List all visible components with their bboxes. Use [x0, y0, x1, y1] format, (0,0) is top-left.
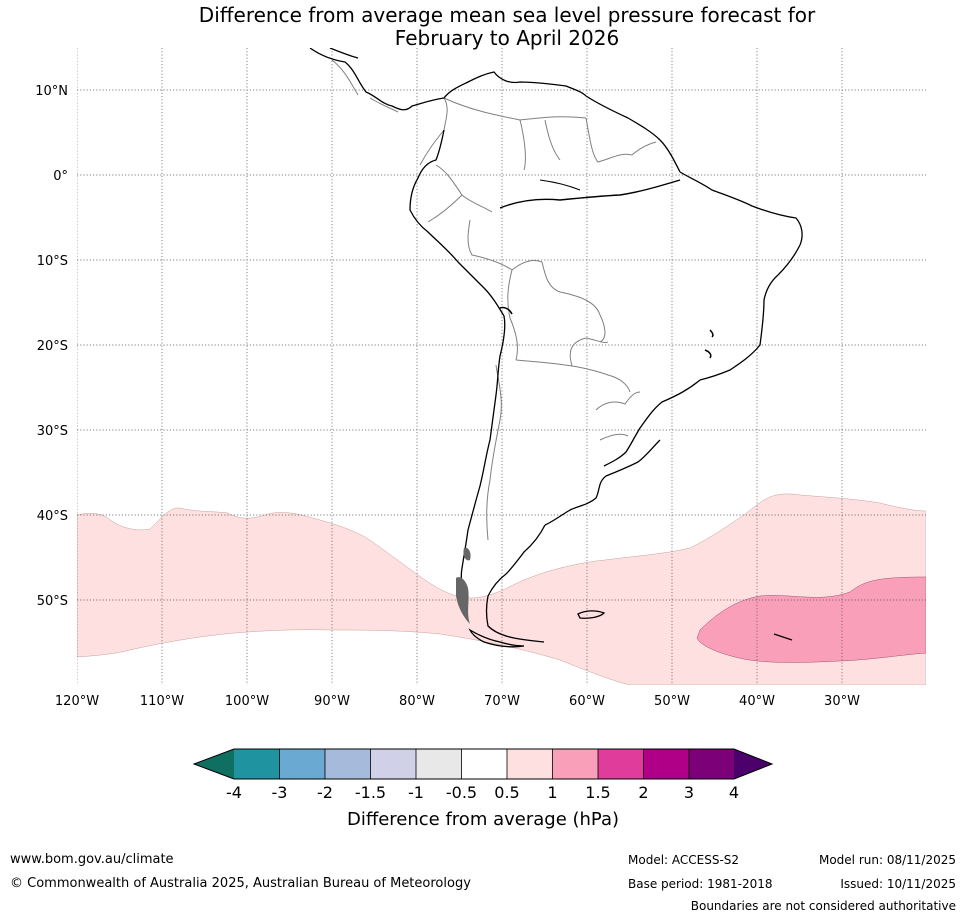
- title-line-2: February to April 2026: [394, 26, 620, 50]
- latitude-labels: 10°N 0° 10°S 20°S 30°S 40°S 50°S: [35, 84, 68, 609]
- colorbar-segment: [689, 749, 734, 779]
- colorbar-tick: 0.5: [494, 783, 519, 802]
- lat-label: 10°S: [37, 254, 68, 269]
- issued-text: Issued: 10/11/2025: [840, 877, 956, 891]
- lat-label: 0°: [53, 169, 68, 184]
- longitude-labels: 120°W 110°W 100°W 90°W 80°W 70°W 60°W 50…: [55, 694, 860, 709]
- lon-label: 110°W: [140, 694, 184, 709]
- colorbar-segment: [643, 749, 689, 779]
- colorbar-tick: -3: [272, 783, 288, 802]
- lat-label: 10°N: [35, 84, 68, 99]
- lat-label: 30°S: [37, 424, 68, 439]
- map-area: [77, 48, 926, 685]
- lat-label: 40°S: [37, 509, 68, 524]
- lon-label: 80°W: [399, 694, 435, 709]
- title-line-1: Difference from average mean sea level p…: [198, 3, 816, 27]
- lon-label: 100°W: [225, 694, 269, 709]
- colorbar-tick: 2: [638, 783, 648, 802]
- model-text: Model: ACCESS-S2: [628, 853, 740, 867]
- anomaly-region-1-5hpa: [696, 576, 926, 663]
- colorbar-segment: [325, 749, 371, 779]
- copyright-text: © Commonwealth of Australia 2025, Austra…: [10, 876, 471, 891]
- colorbar-tick: -0.5: [446, 783, 477, 802]
- colorbar-tick: 1.5: [585, 783, 610, 802]
- colorbar-segment: [279, 749, 325, 779]
- lon-label: 90°W: [314, 694, 350, 709]
- chile-fjords: [456, 547, 471, 624]
- colorbar-tick: 4: [729, 783, 739, 802]
- lon-label: 40°W: [739, 694, 775, 709]
- lat-label: 20°S: [37, 339, 68, 354]
- gridlines: [77, 48, 926, 685]
- country-borders: [331, 59, 657, 541]
- colorbar-segment: [598, 749, 644, 779]
- map-title: Difference from average mean sea level p…: [0, 4, 965, 50]
- disclaimer-text: Boundaries are not considered authoritat…: [690, 899, 956, 913]
- colorbar-segment: [552, 749, 598, 779]
- colorbar-tick: 1: [547, 783, 557, 802]
- coastline: [309, 48, 803, 648]
- colorbar-segment: [507, 749, 553, 779]
- colorbar-segment: [416, 749, 462, 779]
- lon-label: 50°W: [654, 694, 690, 709]
- colorbar-label: Difference from average (hPa): [347, 809, 619, 830]
- lon-label: 30°W: [824, 694, 860, 709]
- colorbar-tick: 3: [684, 783, 694, 802]
- lon-label: 60°W: [569, 694, 605, 709]
- base-period-text: Base period: 1981-2018: [628, 877, 773, 891]
- colorbar-outline: [192, 748, 774, 780]
- colorbar: -4 -3 -2 -1.5 -1 -0.5 0.5 1 1.5 2 3 4 Di…: [192, 748, 774, 830]
- colorbar-ticks: -4 -3 -2 -1.5 -1 -0.5 0.5 1 1.5 2 3 4: [226, 783, 739, 802]
- colorbar-tick: -2: [317, 783, 333, 802]
- model-run-text: Model run: 08/11/2025: [818, 853, 956, 867]
- colorbar-tick: -4: [226, 783, 242, 802]
- lon-label: 120°W: [55, 694, 99, 709]
- lat-label: 50°S: [37, 594, 68, 609]
- colorbar-segment: [370, 749, 416, 779]
- colorbar-tick: -1.5: [355, 783, 386, 802]
- colorbar-segment: [461, 749, 507, 779]
- colorbar-low-extend: [194, 749, 234, 779]
- website-link[interactable]: www.bom.gov.au/climate: [10, 852, 174, 867]
- lon-label: 70°W: [484, 694, 520, 709]
- colorbar-high-extend: [734, 749, 772, 779]
- colorbar-tick: -1: [408, 783, 424, 802]
- colorbar-segment: [234, 749, 280, 779]
